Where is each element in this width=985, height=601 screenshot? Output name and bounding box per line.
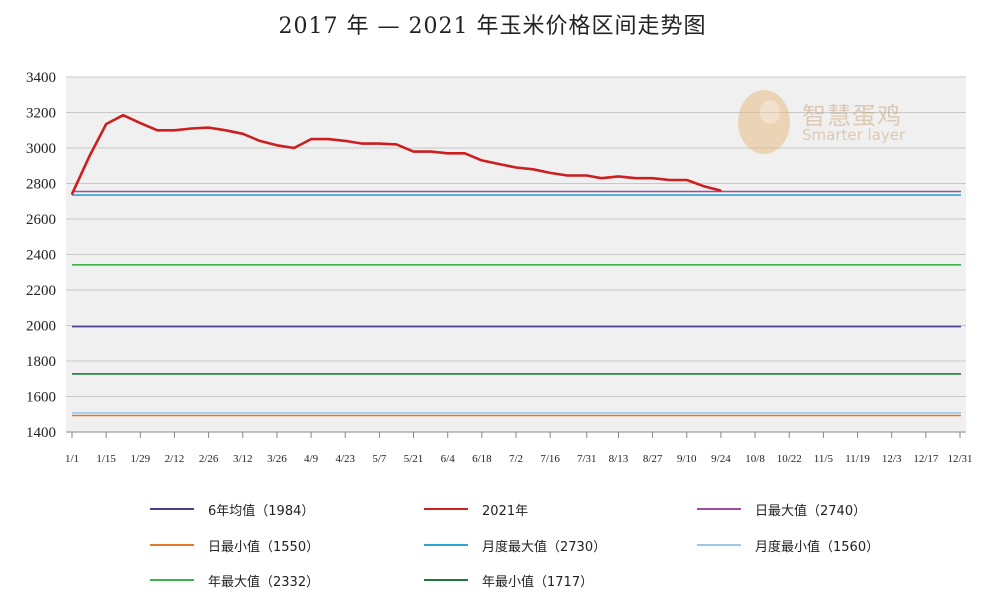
series-point [446, 152, 449, 155]
series-point [617, 175, 620, 178]
x-tick-label: 12/3 [882, 453, 902, 465]
x-tick-label: 7/2 [509, 453, 523, 465]
y-tick-label: 2400 [26, 248, 56, 264]
x-tick-label: 3/26 [267, 453, 287, 465]
x-tick-label: 5/7 [372, 453, 387, 465]
x-tick-label: 12/17 [913, 453, 939, 465]
x-tick-label: 1/29 [131, 453, 151, 465]
x-tick-label: 2/26 [199, 453, 219, 465]
x-tick-label: 4/9 [304, 453, 319, 465]
series-point [651, 177, 654, 179]
x-tick-label: 6/4 [441, 453, 456, 465]
y-tick-label: 1600 [26, 390, 56, 406]
series-point [71, 193, 73, 195]
y-tick-label: 2600 [26, 212, 56, 228]
series-point [668, 179, 671, 181]
series-point [549, 172, 551, 174]
x-tick-label: 9/24 [711, 453, 731, 465]
watermark-text-cn: 智慧蛋鸡 [802, 102, 902, 130]
x-tick-label: 10/8 [745, 453, 765, 465]
x-tick-label: 12/31 [947, 453, 972, 465]
series-point [259, 140, 261, 142]
series-point [429, 150, 432, 153]
series-point [293, 147, 295, 149]
series-point [207, 126, 210, 129]
series-point [276, 144, 278, 147]
series-point [241, 133, 244, 135]
x-tick-label: 5/21 [404, 453, 424, 465]
series-point [310, 138, 312, 140]
series-point [412, 150, 415, 153]
series-point [173, 129, 176, 132]
series-point [327, 138, 329, 140]
series-point [566, 174, 569, 177]
y-tick-label: 1800 [26, 354, 56, 370]
x-tick-label: 11/5 [814, 453, 834, 465]
series-point [88, 156, 90, 158]
series-point [481, 159, 483, 162]
egg-logo-icon [738, 90, 790, 154]
series-point [361, 142, 364, 145]
series-point [156, 129, 159, 132]
series-point [634, 177, 637, 179]
series-point [685, 179, 688, 181]
y-tick-label: 3000 [26, 141, 56, 157]
y-tick-label: 3200 [26, 106, 56, 122]
series-point [600, 177, 603, 179]
x-tick-label: 4/23 [335, 453, 355, 465]
x-tick-label: 2/12 [165, 453, 185, 465]
series-point [122, 114, 125, 116]
series-point [105, 123, 107, 125]
y-tick-label: 2000 [26, 319, 56, 335]
y-tick-label: 1400 [26, 425, 56, 441]
x-tick-label: 8/13 [609, 453, 629, 465]
chart-title: 2017 年 — 2021 年玉米价格区间走势图 [278, 14, 707, 39]
series-point [515, 166, 517, 169]
series-point [532, 168, 534, 171]
y-tick-label: 3400 [26, 70, 56, 86]
x-tick-label: 9/10 [677, 453, 697, 465]
x-tick-label: 6/18 [472, 453, 492, 465]
x-tick-label: 7/31 [577, 453, 597, 465]
x-tick-label: 1/15 [96, 453, 116, 465]
x-tick-label: 3/12 [233, 453, 253, 465]
series-point [190, 127, 193, 130]
x-tick-label: 7/16 [540, 453, 560, 465]
series-point [720, 189, 722, 192]
y-tick-label: 2200 [26, 283, 56, 299]
watermark-text-en: Smarter layer [802, 126, 906, 144]
series-point [344, 140, 347, 142]
series-point [585, 174, 588, 177]
x-tick-label: 8/27 [643, 453, 663, 465]
series-point [224, 129, 227, 132]
series-point [378, 142, 381, 145]
watermark: 智慧蛋鸡 Smarter layer [734, 86, 934, 156]
x-tick-label: 10/22 [777, 453, 802, 465]
series-point [139, 122, 142, 124]
series-point [395, 143, 398, 146]
x-tick-label: 11/19 [845, 453, 870, 465]
series-point [463, 152, 466, 155]
series-point [498, 163, 500, 165]
y-tick-label: 2800 [26, 177, 56, 193]
x-tick-label: 1/1 [65, 453, 79, 465]
series-point [703, 185, 705, 187]
